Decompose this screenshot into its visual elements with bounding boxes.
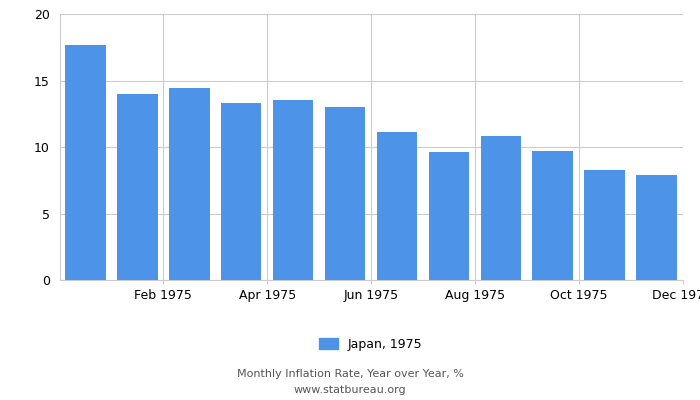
Bar — [480, 136, 521, 280]
Bar — [636, 175, 677, 280]
Bar — [584, 170, 625, 280]
Legend: Japan, 1975: Japan, 1975 — [314, 333, 428, 356]
Bar — [65, 44, 106, 280]
Text: Monthly Inflation Rate, Year over Year, %: Monthly Inflation Rate, Year over Year, … — [237, 369, 463, 379]
Bar — [325, 107, 365, 280]
Bar — [221, 103, 262, 280]
Bar — [533, 151, 573, 280]
Bar — [377, 132, 417, 280]
Bar — [428, 152, 469, 280]
Bar — [169, 88, 209, 280]
Bar — [273, 100, 314, 280]
Bar — [117, 94, 158, 280]
Text: www.statbureau.org: www.statbureau.org — [294, 385, 406, 395]
